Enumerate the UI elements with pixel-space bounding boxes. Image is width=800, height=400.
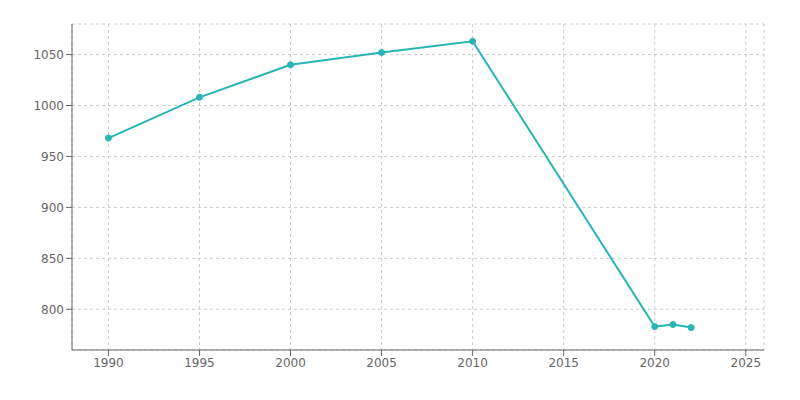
svg-text:1000: 1000 xyxy=(33,99,64,113)
svg-text:2020: 2020 xyxy=(639,356,670,370)
svg-text:1995: 1995 xyxy=(184,356,215,370)
svg-text:2025: 2025 xyxy=(731,356,762,370)
svg-text:2015: 2015 xyxy=(548,356,579,370)
svg-text:900: 900 xyxy=(41,201,64,215)
svg-text:2000: 2000 xyxy=(275,356,306,370)
svg-text:1050: 1050 xyxy=(33,48,64,62)
svg-text:2010: 2010 xyxy=(457,356,488,370)
svg-text:800: 800 xyxy=(41,303,64,317)
svg-text:1990: 1990 xyxy=(93,356,124,370)
svg-text:2005: 2005 xyxy=(366,356,397,370)
svg-text:950: 950 xyxy=(41,150,64,164)
svg-text:850: 850 xyxy=(41,252,64,266)
